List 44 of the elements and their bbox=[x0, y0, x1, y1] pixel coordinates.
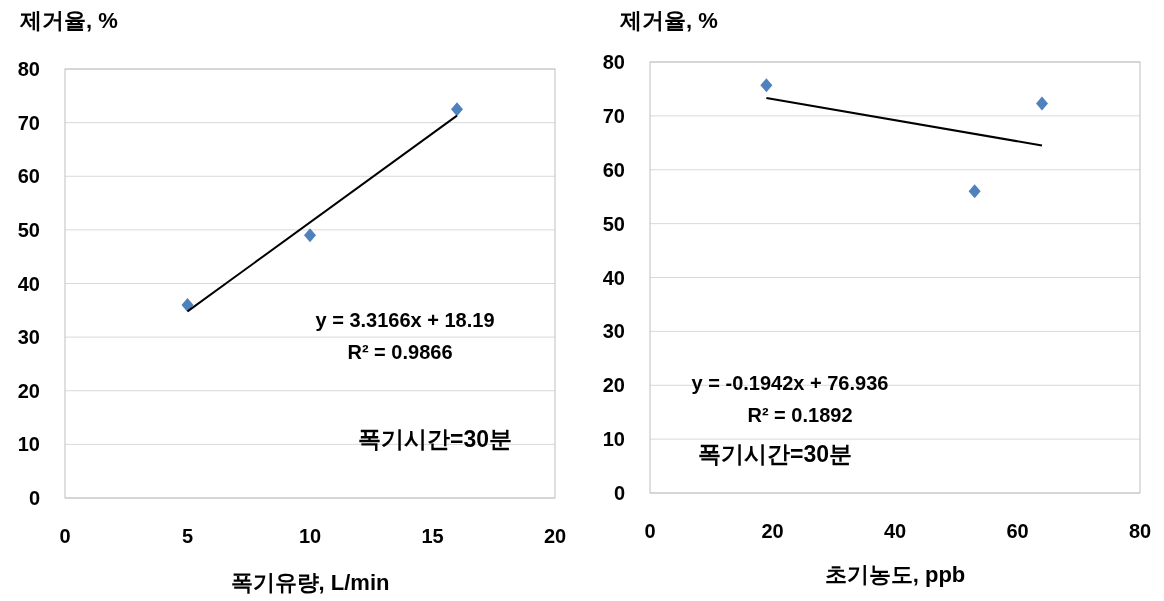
x-tick-label: 0 bbox=[59, 525, 71, 547]
y-tick-label: 30 bbox=[602, 320, 625, 343]
y-tick-label: 40 bbox=[602, 266, 625, 289]
point bbox=[1036, 96, 1048, 111]
y-tick-label: 0 bbox=[28, 487, 40, 509]
point bbox=[304, 228, 316, 243]
y-tick-label: 80 bbox=[17, 58, 40, 80]
x-tick-label: 10 bbox=[298, 525, 322, 547]
annotation: R² = 0.9866 bbox=[347, 341, 453, 363]
y-tick-label: 80 bbox=[602, 51, 625, 73]
y-tick-label: 0 bbox=[613, 482, 625, 504]
x-tick-label: 60 bbox=[1006, 520, 1029, 542]
y-tick-label: 50 bbox=[17, 218, 40, 241]
x-tick-label: 80 bbox=[1128, 520, 1152, 542]
x-tick-label: 20 bbox=[543, 525, 567, 547]
y-tick-label: 20 bbox=[602, 374, 625, 397]
y-axis-title: 제거율, % bbox=[619, 8, 718, 33]
y-axis-title: 제거율, % bbox=[19, 8, 118, 33]
x-axis-title: 폭기유량, L/min bbox=[230, 570, 390, 595]
y-tick-label: 30 bbox=[17, 326, 40, 349]
y-tick-label: 40 bbox=[17, 272, 40, 295]
x-tick-label: 15 bbox=[421, 525, 444, 547]
y-tick-label: 60 bbox=[17, 165, 40, 188]
y-tick-label: 70 bbox=[602, 104, 625, 127]
point bbox=[451, 102, 463, 117]
annotation: y = -0.1942x + 76.936 bbox=[691, 372, 889, 394]
y-tick-label: 70 bbox=[17, 111, 40, 134]
y-tick-label: 20 bbox=[17, 379, 40, 402]
annotation: y = 3.3166x + 18.19 bbox=[315, 309, 495, 331]
y-tick-label: 50 bbox=[602, 212, 625, 235]
y-tick-label: 10 bbox=[17, 433, 40, 456]
y-tick-label: 10 bbox=[602, 428, 625, 451]
x-tick-label: 20 bbox=[761, 520, 784, 542]
annotation: R² = 0.1892 bbox=[747, 404, 853, 426]
point bbox=[968, 184, 981, 199]
x-axis-title: 초기농도, ppb bbox=[824, 562, 966, 587]
annotation: 폭기시간=30분 bbox=[697, 441, 853, 467]
point bbox=[181, 297, 194, 312]
point bbox=[760, 78, 773, 93]
y-tick-label: 60 bbox=[602, 158, 625, 181]
x-tick-label: 5 bbox=[181, 525, 194, 547]
x-tick-label: 40 bbox=[883, 520, 907, 542]
annotation: 폭기시간=30분 bbox=[357, 426, 513, 452]
x-tick-label: 0 bbox=[644, 520, 656, 542]
